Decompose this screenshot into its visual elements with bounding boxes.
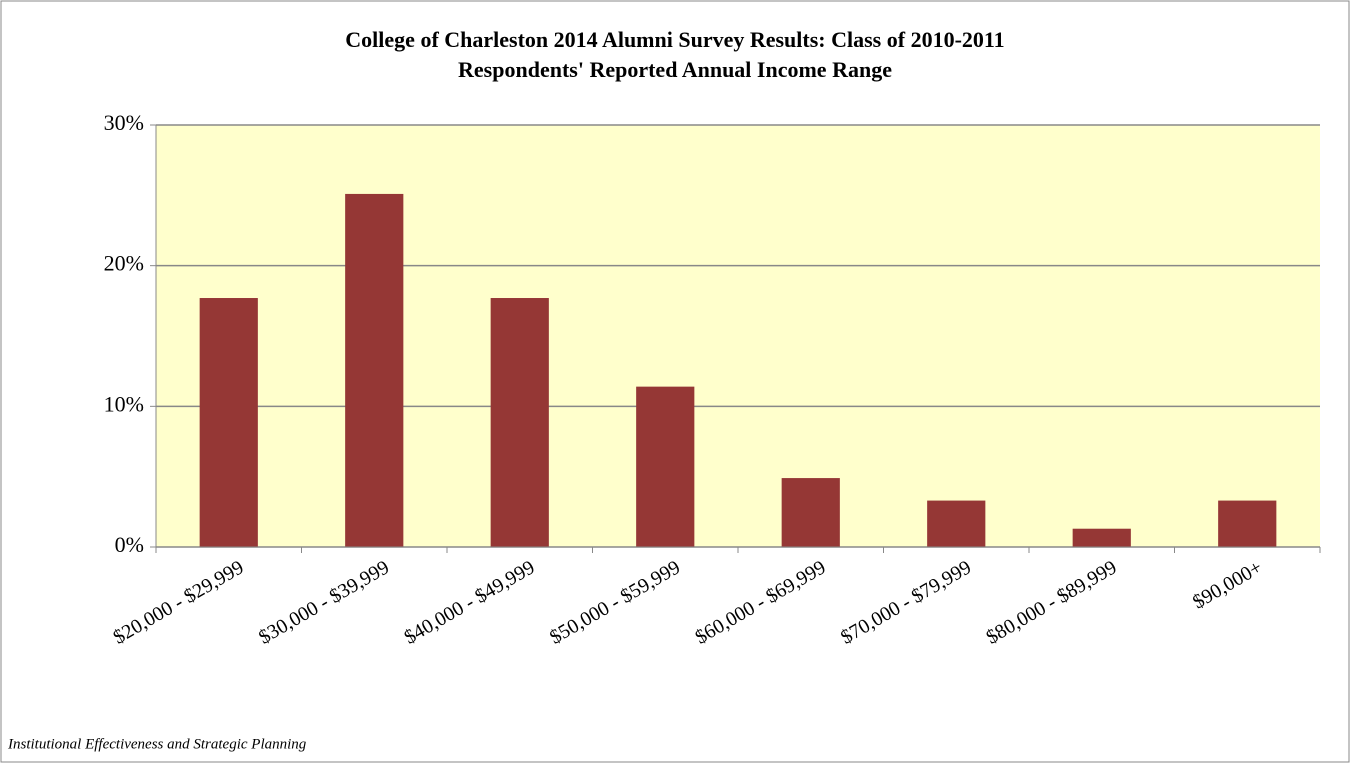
chart-title: College of Charleston 2014 Alumni Survey… bbox=[345, 27, 1004, 52]
y-tick-label: 10% bbox=[104, 391, 144, 416]
plot-area bbox=[156, 125, 1320, 547]
bar bbox=[199, 298, 258, 547]
y-tick-label: 20% bbox=[104, 251, 144, 276]
bar bbox=[927, 500, 986, 547]
bar bbox=[490, 298, 549, 547]
bar bbox=[1218, 500, 1277, 547]
bar bbox=[345, 193, 404, 547]
y-tick-label: 30% bbox=[104, 110, 144, 135]
bar bbox=[1072, 528, 1131, 547]
bar bbox=[781, 478, 840, 547]
footer: Institutional Effectiveness and Strategi… bbox=[7, 736, 307, 752]
y-tick-label: 0% bbox=[115, 532, 144, 557]
chart-subtitle: Respondents' Reported Annual Income Rang… bbox=[458, 57, 892, 82]
bar bbox=[636, 386, 695, 547]
